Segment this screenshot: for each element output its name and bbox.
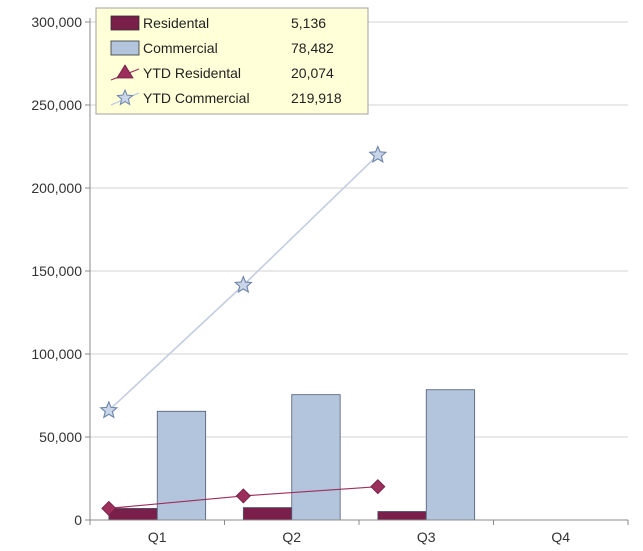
legend-label-ytd-residential: YTD Residental <box>143 65 241 81</box>
ytd-residential-point <box>101 500 117 516</box>
legend: Residental 5,136 Commercial 78,482 YTD R… <box>95 7 369 115</box>
legend-item-residential: Residental 5,136 <box>110 15 326 31</box>
y-tick-label: 50,000 <box>39 429 82 445</box>
legend-marker-sample <box>116 64 134 79</box>
commercial-bar <box>425 389 476 521</box>
ytd-residential-point <box>370 479 386 495</box>
residential-bar <box>377 511 427 521</box>
y-tick-label: 300,000 <box>31 14 82 30</box>
star-marker-icon <box>110 88 140 106</box>
triangle-marker-icon <box>110 64 140 81</box>
x-tick-label: Q1 <box>148 529 167 545</box>
y-tick-label: 250,000 <box>31 97 82 113</box>
legend-item-commercial: Commercial 78,482 <box>110 40 334 56</box>
residential-bar <box>108 507 158 521</box>
legend-item-ytd-residential: YTD Residental 20,074 <box>110 64 334 81</box>
x-tick-label: Q2 <box>282 529 301 545</box>
legend-marker-sample <box>116 88 134 106</box>
y-tick-label: 100,000 <box>31 346 82 362</box>
bar-swatch-icon <box>110 40 140 56</box>
ytd-commercial-point <box>233 275 253 294</box>
bar-swatch-icon <box>110 15 140 31</box>
y-tick-label: 0 <box>74 512 82 528</box>
legend-item-ytd-commercial: YTD Commercial 219,918 <box>110 88 342 106</box>
legend-value-ytd-residential: 20,074 <box>291 65 334 81</box>
legend-label-commercial: Commercial <box>143 40 218 56</box>
axes: 0 50,000 100,000 150,000 200,000 250,000 300,0… <box>31 14 629 545</box>
y-tick-label: 150,000 <box>31 263 82 279</box>
y-tick-label: 200,000 <box>31 180 82 196</box>
legend-label-residential: Residental <box>143 15 209 31</box>
markers <box>99 144 388 516</box>
x-tick-label: Q4 <box>551 529 570 545</box>
legend-box <box>95 7 369 115</box>
ytd-commercial-point <box>368 144 388 163</box>
legend-value-commercial: 78,482 <box>291 40 334 56</box>
legend-value-ytd-commercial: 219,918 <box>291 90 342 106</box>
ytd-commercial-point <box>99 400 119 419</box>
ytd-residential-point <box>235 488 251 504</box>
x-tick-label: Q3 <box>417 529 436 545</box>
residential-bar <box>242 507 293 521</box>
legend-label-ytd-commercial: YTD Commercial <box>143 90 250 106</box>
commercial-bar <box>291 394 341 521</box>
bars <box>108 389 476 521</box>
legend-value-residential: 5,136 <box>291 15 326 31</box>
